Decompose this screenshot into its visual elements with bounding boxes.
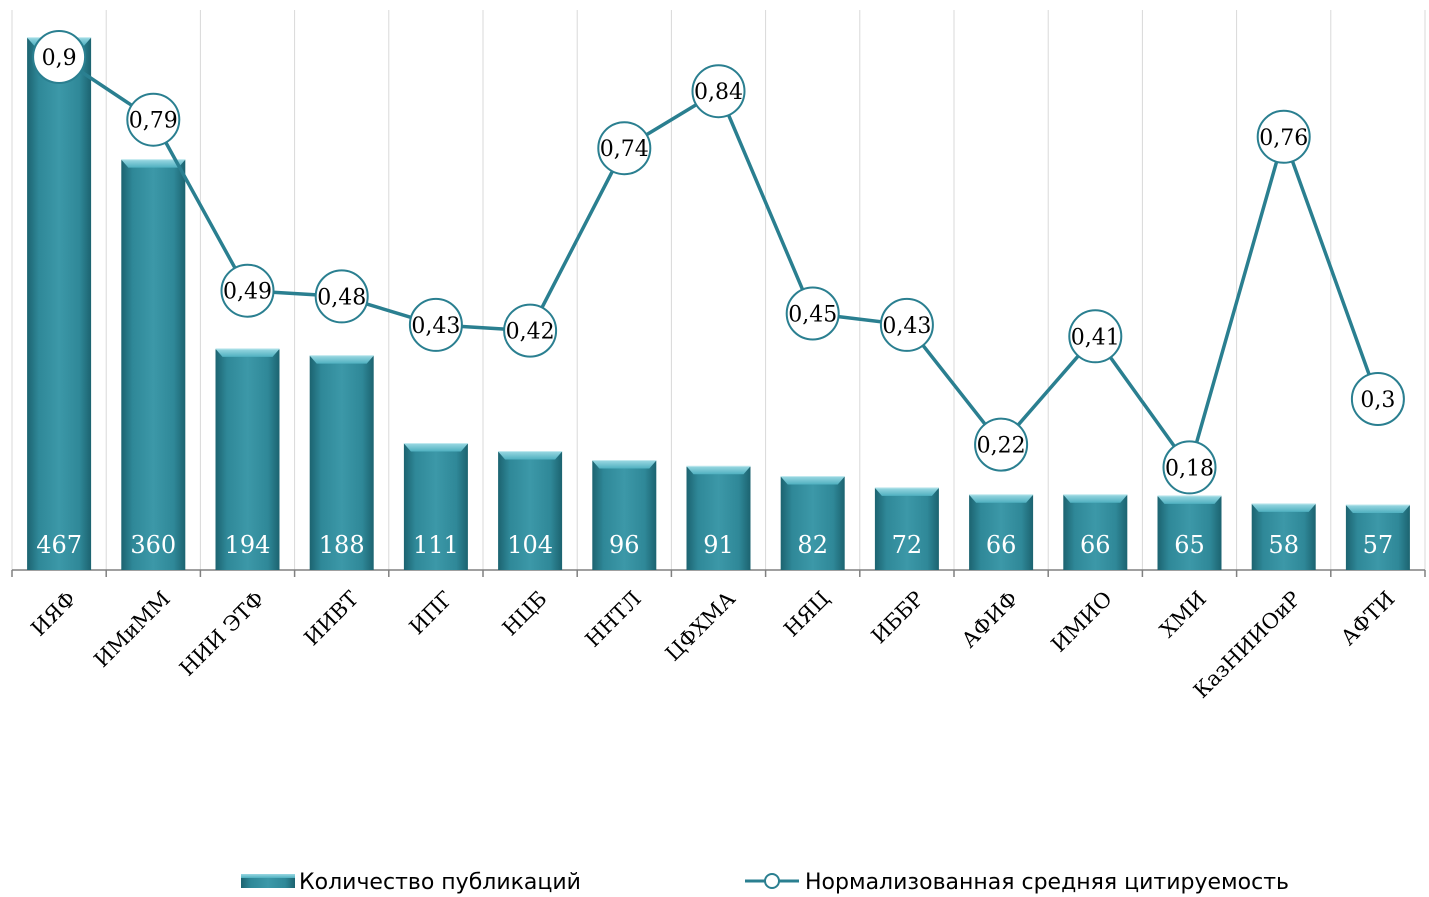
legend-bar-label: Количество публикаций	[299, 870, 581, 895]
bar-value-label: 104	[507, 531, 553, 559]
x-axis	[11, 569, 1426, 577]
bar-value-label: 188	[319, 531, 365, 559]
category-label: НЯЦ	[779, 587, 834, 642]
bar-value-label: 96	[609, 531, 640, 559]
legend-line-marker	[764, 873, 780, 889]
line-point: 0,79	[126, 92, 181, 147]
bar: 104	[498, 450, 563, 570]
line-point-label: 0,42	[506, 320, 555, 345]
bar-value-label: 72	[892, 531, 923, 559]
bar-value-label: 360	[130, 531, 176, 559]
line-point-label: 0,22	[977, 434, 1026, 459]
line-point: 0,74	[597, 121, 652, 176]
line-point: 0,41	[1068, 309, 1123, 364]
bar: 66	[1063, 494, 1128, 570]
line-point: 0,48	[314, 269, 369, 324]
line-point-label: 0,41	[1071, 325, 1120, 350]
bar-value-label: 66	[986, 531, 1017, 559]
bar-value-label: 58	[1268, 531, 1299, 559]
bar: 111	[403, 442, 468, 570]
line-point: 0,49	[220, 263, 275, 318]
category-label: НЦБ	[498, 587, 552, 641]
bar-value-label: 467	[36, 531, 82, 559]
bar-value-label: 91	[703, 531, 734, 559]
legend-item-line: Нормализованная средняя цитируемость	[745, 870, 1289, 895]
bar: 194	[215, 348, 280, 570]
line-point: 0,22	[974, 417, 1029, 472]
line-point-label: 0,18	[1165, 456, 1214, 481]
line-point-label: 0,43	[882, 314, 931, 339]
line-series: 0,9 0,79 0,49 0,48 0,43 0,42 0,74 0,84 0,45 0,43 0…	[32, 30, 1405, 495]
bar: 57	[1345, 504, 1410, 570]
legend-item-bars: Количество публикаций	[241, 870, 581, 895]
line-point-label: 0,3	[1360, 388, 1395, 413]
line-point-label: 0,74	[600, 137, 649, 162]
category-label: ИИВТ	[300, 587, 364, 651]
category-label: АФИФ	[957, 587, 1023, 653]
line-point: 0,43	[879, 297, 934, 352]
line-point-label: 0,79	[129, 109, 178, 134]
bar-value-label: 65	[1174, 531, 1205, 559]
line-point: 0,18	[1162, 440, 1217, 495]
line-point: 0,9	[32, 30, 87, 84]
line-point-label: 0,45	[788, 303, 837, 328]
category-label: ЦФХМА	[661, 587, 740, 666]
bar: 188	[309, 355, 374, 570]
line-point: 0,84	[691, 64, 746, 119]
bar: 58	[1251, 503, 1316, 570]
bar: 467	[27, 37, 92, 571]
grid-lines	[11, 10, 1426, 570]
category-label: ИМИО	[1047, 587, 1117, 657]
line-point-label: 0,84	[694, 80, 743, 105]
bar: 96	[592, 460, 657, 570]
line-point: 0,3	[1350, 372, 1405, 426]
bar-series: 467 360 194 188 111 104 96 91 82 72 66 66 65 58 57	[27, 37, 1410, 571]
bar: 82	[780, 476, 845, 570]
line-point: 0,45	[785, 286, 840, 341]
line-point-label: 0,76	[1259, 126, 1308, 151]
bar: 91	[686, 465, 751, 570]
category-label: ИЯФ	[26, 587, 80, 641]
category-label: ИМиММ	[89, 587, 174, 672]
category-label: ИПГ	[405, 586, 458, 639]
line-point: 0,76	[1256, 109, 1311, 164]
category-label: ХМИ	[1155, 587, 1211, 643]
bar: 360	[121, 159, 186, 570]
legend: Количество публикаций Нормализованная ср…	[241, 870, 1289, 895]
line-point-label: 0,9	[42, 46, 77, 71]
category-label: ННТЛ	[581, 587, 646, 652]
bar-value-label: 57	[1363, 531, 1394, 559]
line-point-label: 0,48	[317, 285, 366, 310]
bar-value-label: 111	[413, 531, 459, 559]
bar: 66	[969, 494, 1034, 570]
bar: 72	[874, 487, 939, 570]
bar-value-label: 194	[225, 531, 271, 559]
category-label: ИББР	[867, 587, 929, 649]
line-point: 0,43	[408, 297, 463, 352]
line-point-label: 0,43	[411, 314, 460, 339]
legend-line-label: Нормализованная средняя цитируемость	[805, 870, 1289, 895]
bar-value-label: 82	[797, 531, 828, 559]
line-point-label: 0,49	[223, 280, 272, 305]
bar: 65	[1157, 495, 1222, 570]
line-point: 0,42	[503, 303, 558, 358]
bar-value-label: 66	[1080, 531, 1111, 559]
category-label: НИИ ЭТФ	[175, 587, 269, 681]
category-labels: ИЯФ ИМиММ НИИ ЭТФ ИИВТ ИПГ НЦБ ННТЛ ЦФХМА НЯЦ ИББ…	[26, 586, 1399, 702]
category-label: АФТИ	[1336, 587, 1399, 650]
